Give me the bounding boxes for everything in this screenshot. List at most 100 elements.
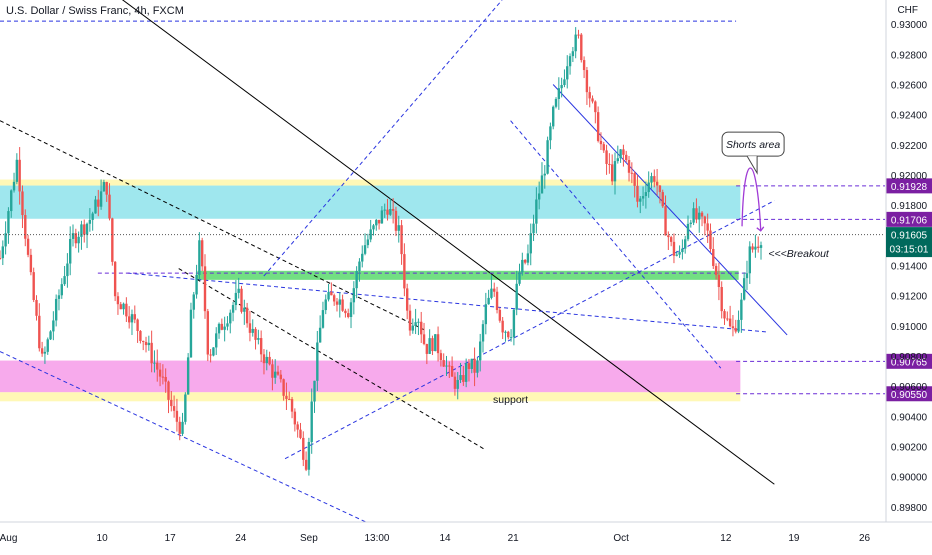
- candle-body: [644, 192, 648, 197]
- candle-body: [63, 276, 66, 285]
- current-price-label: 0.91605: [891, 231, 928, 242]
- candle-body: [316, 342, 319, 381]
- candle: [757, 236, 760, 253]
- candle: [411, 318, 415, 334]
- candle-body: [175, 410, 179, 422]
- candle-body: [10, 190, 13, 212]
- x-tick-label: Oct: [613, 533, 629, 544]
- candle: [321, 301, 325, 329]
- candle: [144, 336, 148, 353]
- candle-body: [563, 79, 566, 86]
- candle-body: [655, 181, 659, 186]
- candle-body: [251, 328, 254, 333]
- candle: [717, 262, 721, 301]
- candle: [198, 232, 201, 281]
- candle: [501, 316, 504, 340]
- candle: [94, 195, 97, 214]
- candle: [24, 209, 27, 247]
- candle-body: [380, 210, 384, 224]
- candle-body: [591, 98, 594, 102]
- candle: [495, 286, 499, 314]
- candle: [237, 277, 240, 299]
- candle-body: [105, 182, 108, 195]
- level-price-label: 0.91706: [891, 215, 928, 226]
- candle: [653, 169, 656, 188]
- candle-body: [422, 334, 426, 344]
- candle: [220, 318, 224, 331]
- candle-body: [15, 159, 19, 182]
- candle-body: [296, 424, 299, 430]
- candle: [49, 330, 52, 340]
- candle: [327, 283, 330, 302]
- candle: [32, 267, 35, 303]
- candle: [366, 233, 370, 249]
- candle: [358, 258, 361, 282]
- candle: [585, 66, 589, 105]
- candle-body: [223, 326, 226, 330]
- candle: [557, 77, 561, 110]
- y-tick-label: 0.90600: [891, 382, 928, 393]
- candle: [136, 318, 139, 343]
- candle-body: [330, 292, 333, 296]
- candle-body: [234, 292, 238, 306]
- candle: [478, 333, 482, 372]
- candle: [689, 219, 693, 228]
- candle-body: [580, 34, 583, 61]
- candle-body: [712, 249, 715, 266]
- candle: [596, 106, 600, 143]
- candle-body: [678, 252, 681, 255]
- candle-body: [327, 292, 330, 300]
- candle: [88, 208, 92, 232]
- candle-body: [636, 185, 639, 202]
- candle: [459, 362, 462, 384]
- candle-body: [108, 194, 111, 219]
- candle: [186, 353, 190, 395]
- candle-body: [130, 314, 134, 323]
- shorts-area-label: Shorts area: [726, 139, 780, 151]
- candle: [127, 306, 131, 329]
- candle-body: [192, 294, 195, 310]
- candle-body: [195, 274, 198, 295]
- candle: [627, 155, 631, 182]
- candle: [428, 329, 431, 355]
- candle-body: [377, 219, 381, 224]
- candle-body: [549, 126, 552, 141]
- zone-yellow-top: [0, 179, 741, 186]
- candle-body: [540, 175, 544, 194]
- candle-body: [24, 215, 27, 239]
- candle: [630, 162, 634, 184]
- candle-body: [602, 144, 605, 151]
- candle-body: [133, 314, 136, 320]
- candles-layer: [0, 27, 763, 476]
- candle-body: [181, 421, 184, 434]
- candle-body: [594, 101, 597, 113]
- candle: [644, 181, 648, 209]
- candle: [420, 311, 423, 343]
- candle-body: [38, 315, 41, 349]
- candle-body: [411, 325, 415, 331]
- candle: [15, 153, 19, 185]
- candle-body: [318, 327, 322, 343]
- candle: [535, 187, 538, 234]
- candle: [394, 206, 398, 237]
- candle-body: [268, 356, 271, 365]
- candle-body: [397, 225, 400, 231]
- candle-body: [706, 223, 709, 231]
- candle-body: [557, 88, 561, 99]
- candle: [158, 362, 162, 387]
- candle: [279, 369, 283, 383]
- candle-body: [686, 223, 690, 240]
- candle: [625, 150, 628, 163]
- candle-body: [170, 399, 173, 407]
- candle-body: [473, 358, 476, 373]
- candle-body: [515, 283, 518, 310]
- candle-body: [288, 398, 291, 400]
- candle: [245, 302, 249, 328]
- candle: [613, 152, 617, 195]
- candle: [400, 219, 403, 265]
- candle: [372, 223, 375, 236]
- candle: [445, 355, 448, 377]
- candle-body: [156, 362, 159, 370]
